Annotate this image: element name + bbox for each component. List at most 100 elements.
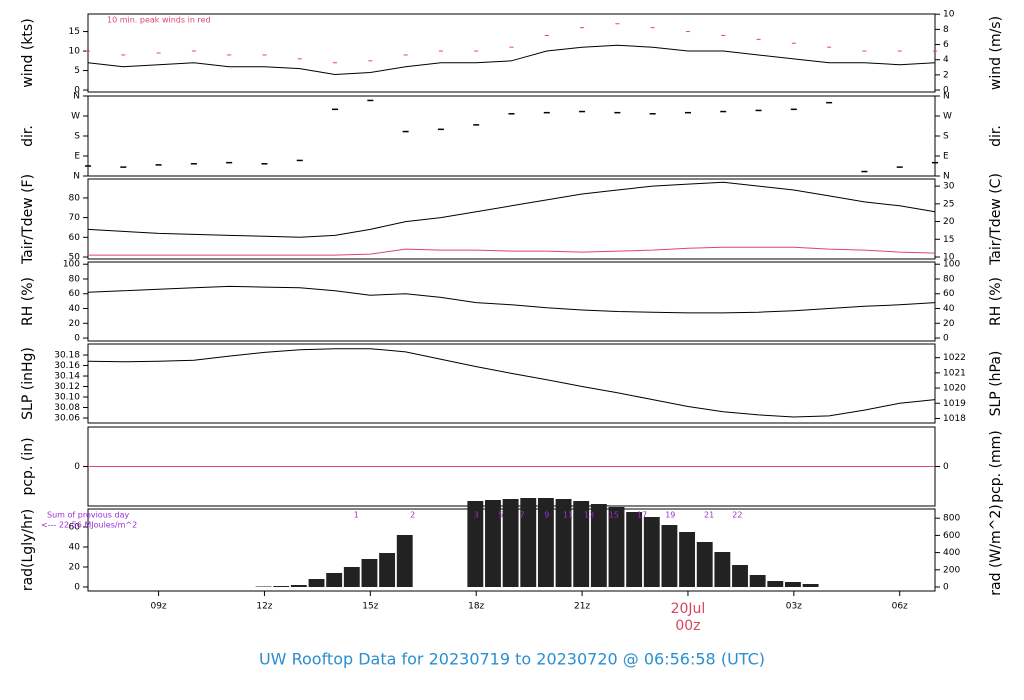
hour-mark: 5: [498, 511, 503, 520]
rad-bar: [749, 575, 766, 587]
y2-axis-label: dir.: [988, 125, 1004, 147]
rad-bar: [785, 582, 801, 587]
y2-tick-label: S: [943, 132, 949, 142]
y-axis-label: pcp. (in): [20, 437, 36, 495]
series-line: [88, 246, 936, 256]
y-tick-label: 80: [69, 274, 81, 284]
rad-bar: [661, 525, 678, 587]
y2-tick-label: N: [943, 172, 950, 182]
rad-bar: [696, 542, 713, 587]
y2-tick-label: 10: [943, 10, 955, 20]
y2-axis-label: pcp. (mm): [988, 430, 1004, 503]
rad-bar: [343, 567, 360, 587]
rad-bar: [679, 532, 696, 587]
y2-tick-label: 20: [943, 217, 955, 227]
rad-bar: [626, 512, 643, 587]
y2-axis-label: RH (%): [988, 277, 1004, 326]
y2-tick-label: 10: [943, 253, 955, 263]
y-tick-label: N: [73, 172, 80, 182]
series-line: [87, 44, 936, 76]
x-tick-label: 00z: [675, 618, 700, 634]
y-axis-label: RH (%): [20, 277, 36, 326]
y2-tick-label: E: [943, 152, 949, 162]
y-axis-label: dir.: [20, 125, 36, 147]
rad-bar: [732, 565, 748, 587]
x-tick-label: 21z: [574, 602, 590, 612]
y2-tick-label: 6: [943, 40, 949, 50]
y2-tick-label: 15: [943, 235, 954, 245]
y2-axis-label: SLP (hPa): [988, 351, 1004, 417]
y-tick-label: 30.16: [54, 361, 80, 371]
y-tick-label: 0: [74, 86, 80, 96]
y2-tick-label: 2: [943, 70, 949, 80]
page-title: UW Rooftop Data for 20230719 to 20230720…: [259, 650, 765, 669]
y2-tick-label: 20: [943, 319, 955, 329]
rad-bar: [608, 507, 625, 587]
y-tick-label: 50: [69, 253, 81, 263]
y-tick-label: S: [74, 132, 80, 142]
y-tick-label: 100: [63, 260, 80, 270]
annotation: Sum of previous day: [47, 511, 129, 520]
y-tick-label: 20: [69, 563, 81, 573]
y-tick-label: 30.06: [54, 414, 80, 424]
hour-mark: 1: [354, 511, 359, 520]
x-tick-label: 18z: [468, 602, 484, 612]
rad-bar: [767, 581, 784, 587]
rad-bar: [802, 584, 819, 587]
y2-tick-label: 800: [943, 514, 960, 524]
y2-axis-label: rad (W/m^2): [988, 504, 1004, 595]
y-tick-label: 40: [69, 304, 81, 314]
x-tick-label: 12z: [256, 602, 272, 612]
hour-mark: 3: [474, 511, 479, 520]
rad-bar: [290, 585, 307, 587]
y-tick-label: 70: [69, 213, 81, 223]
y2-tick-label: 1019: [943, 399, 966, 409]
rad-bar: [502, 499, 519, 587]
rad-bar: [326, 573, 343, 587]
panel-frame: [87, 178, 936, 260]
rad-bar: [308, 579, 325, 587]
y-tick-label: 60: [69, 523, 81, 533]
y2-axis-label: Tair/Tdew (C): [988, 173, 1004, 266]
y2-tick-label: 1020: [943, 384, 966, 394]
x-tick-label: 09z: [150, 602, 166, 612]
y-tick-label: 40: [69, 543, 81, 553]
y2-tick-label: 0: [943, 583, 949, 593]
series-line: [87, 285, 936, 314]
hour-mark: 9: [544, 511, 549, 520]
y-tick-label: 30.12: [54, 382, 80, 392]
y2-tick-label: 100: [943, 260, 960, 270]
rad-bar: [520, 498, 537, 587]
y-tick-label: E: [74, 152, 80, 162]
y2-axis-label: wind (m/s): [988, 16, 1004, 90]
hour-mark: 21: [704, 511, 714, 520]
y2-tick-label: 1018: [943, 414, 966, 424]
y2-tick-label: 25: [943, 199, 954, 209]
x-tick-label: 15z: [362, 602, 378, 612]
panel-frame: [87, 13, 936, 93]
y-axis-label: SLP (inHg): [20, 347, 36, 420]
y2-tick-label: 30: [943, 182, 955, 192]
y2-tick-label: 8: [943, 25, 949, 35]
y-tick-label: 0: [74, 462, 80, 472]
rad-bar: [590, 504, 607, 587]
rad-bar: [361, 559, 378, 587]
y2-tick-label: 400: [943, 548, 960, 558]
y-tick-label: 10: [69, 47, 81, 57]
y-tick-label: 60: [69, 289, 81, 299]
y2-tick-label: 4: [943, 55, 949, 65]
y2-tick-label: 1022: [943, 353, 966, 363]
y2-tick-label: 0: [943, 334, 949, 344]
y-tick-label: 30.14: [54, 372, 80, 382]
y2-tick-label: 200: [943, 565, 960, 575]
rad-bar: [255, 586, 272, 587]
y2-tick-label: 80: [943, 274, 955, 284]
x-date-label: 20Jul: [671, 601, 706, 617]
y-tick-label: N: [73, 92, 80, 102]
y-tick-label: 5: [74, 66, 80, 76]
x-tick-label: 06z: [892, 602, 908, 612]
y-tick-label: 30.08: [54, 403, 80, 413]
y2-tick-label: 1021: [943, 368, 966, 378]
hour-mark: 22: [732, 511, 742, 520]
series-line: [87, 181, 936, 238]
